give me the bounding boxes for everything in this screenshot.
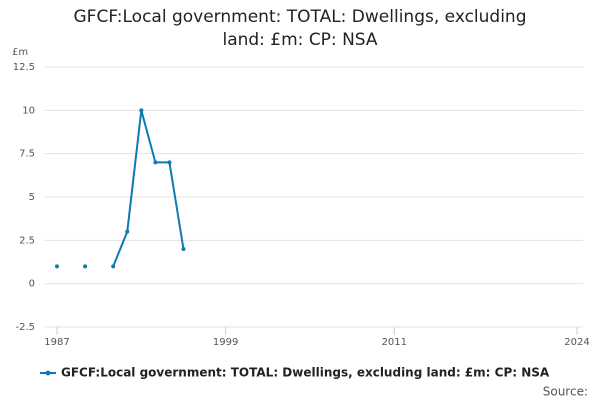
y-tick-label: 5 [29,192,35,203]
legend-marker [45,370,51,376]
y-tick-label: 7.5 [19,149,35,160]
y-tick-label: -2.5 [15,322,35,333]
x-tick-label: 2011 [382,337,407,348]
y-tick-label: 12.5 [13,62,35,73]
x-tick-label: 2024 [564,337,589,348]
data-point [139,108,144,113]
data-point [167,160,172,165]
legend-text: GFCF:Local government: TOTAL: Dwellings,… [61,366,550,380]
y-tick-label: 0 [29,279,35,290]
x-tick-label: 1987 [44,337,69,348]
data-point [83,264,88,269]
source-label: Source: [543,385,588,399]
chart-title: GFCF:Local government: TOTAL: Dwellings,… [73,7,527,50]
x-tick-label: 1999 [213,337,238,348]
data-point [125,229,130,234]
y-tick-label: 10 [22,105,35,116]
data-point [181,247,186,251]
y-tick-label: 2.5 [19,235,35,246]
data-point [111,264,116,269]
data-point [55,264,59,269]
data-point [153,160,158,165]
series-line [112,110,185,267]
y-axis-label: £m [12,47,28,58]
